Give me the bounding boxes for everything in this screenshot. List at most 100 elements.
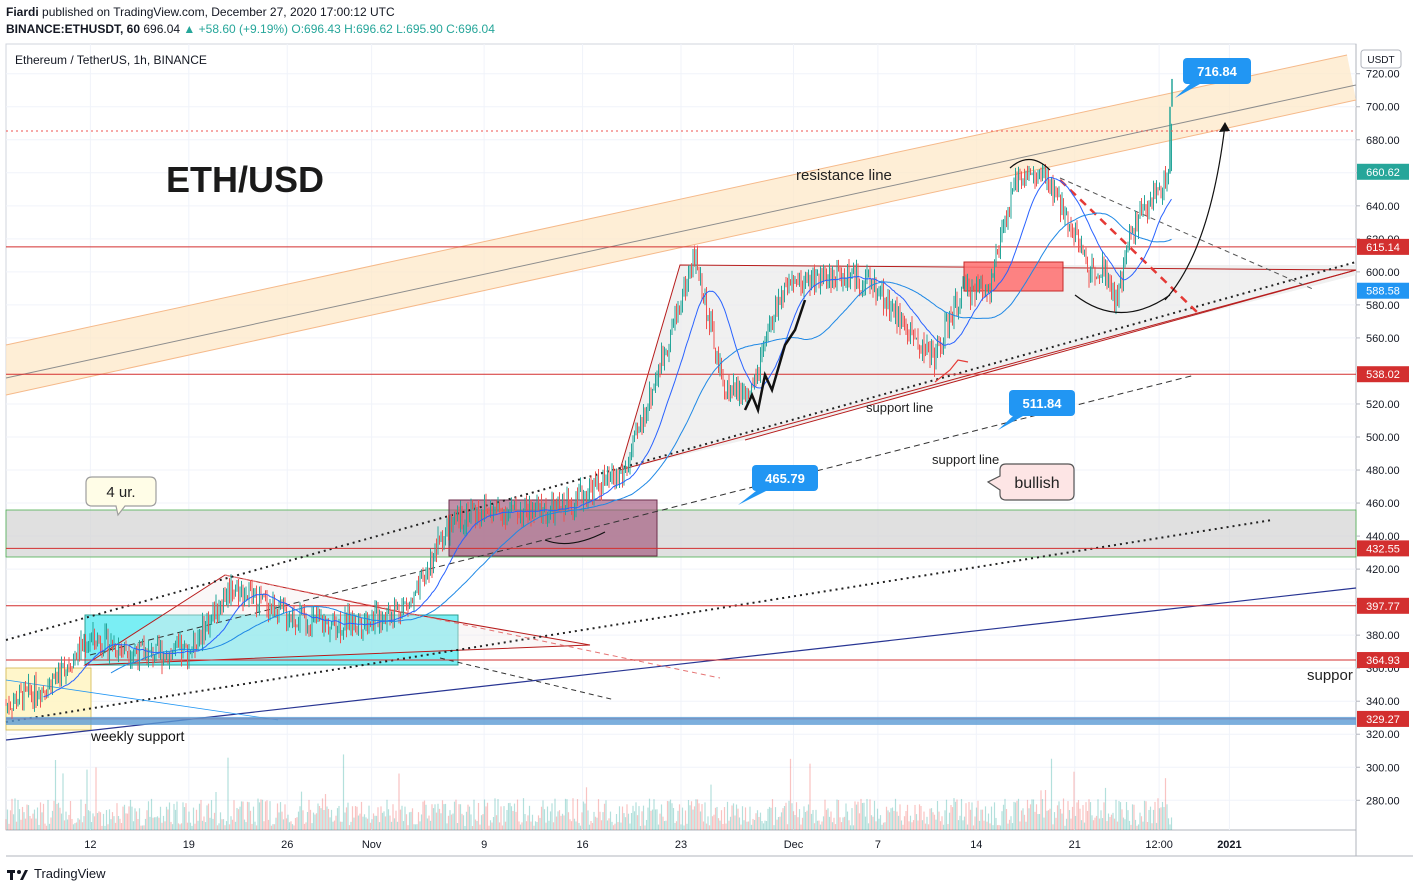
time-tick-label: 19 <box>183 839 195 851</box>
price-tick-label: 340.00 <box>1366 696 1400 708</box>
price-level-tag <box>1357 282 1409 299</box>
price-tick-label: 280.00 <box>1366 795 1400 807</box>
volume-bars <box>5 754 1173 830</box>
arrow-head-icon <box>1219 122 1230 132</box>
support-line-label-1: support line <box>866 400 933 415</box>
time-tick-label: Dec <box>784 839 804 851</box>
price-tick-label: 700.00 <box>1366 102 1400 114</box>
tradingview-logo-icon <box>7 869 28 880</box>
time-tick-label: 14 <box>970 839 982 851</box>
currency-box[interactable] <box>1360 49 1402 69</box>
bullish-label: bullish <box>1014 475 1059 492</box>
time-tick-label: 7 <box>875 839 881 851</box>
time-tick-label: 21 <box>1069 839 1081 851</box>
price-tick-label: 640.00 <box>1366 201 1400 213</box>
chart-title: Ethereum / TetherUS, 1h, BINANCE <box>15 53 207 67</box>
price-tick-label: 460.00 <box>1366 498 1400 510</box>
zigzag-drawing <box>743 299 807 415</box>
price-level-tag-label: 397.77 <box>1366 601 1400 613</box>
time-axis[interactable]: 12 19 26 Nov 9 16 23 Dec 7 14 21 12:00 2021 <box>84 839 1241 851</box>
moving-average-slow <box>110 212 1172 674</box>
price-level-tag <box>1357 540 1409 557</box>
price-level-tag <box>1357 710 1409 727</box>
cup-curve <box>1074 294 1171 313</box>
price-level-tag <box>1357 597 1409 614</box>
publish-info: Fiardi published on TradingView.com, Dec… <box>6 5 395 19</box>
price-callout-716: 716.84 <box>1175 58 1251 98</box>
author-name[interactable]: Fiardi <box>6 5 39 19</box>
price-level-tag <box>1357 163 1409 180</box>
support-line-red <box>744 269 1357 441</box>
dotted-support-lower <box>5 519 1273 723</box>
resistance-line <box>5 84 1357 379</box>
moving-average-fast <box>43 177 1172 698</box>
price-tick-label: 320.00 <box>1366 729 1400 741</box>
price-level-tags: 660.62 615.14 588.58 538.02 432.55 397.77 364.… <box>1357 163 1409 727</box>
price-tick-label: 300.00 <box>1366 762 1400 774</box>
price-level-tag-label: 615.14 <box>1366 242 1400 254</box>
four-ur-callout: 4 ur. <box>85 476 157 517</box>
price-level-tag-label: 588.58 <box>1366 286 1400 298</box>
resistance-channel <box>6 55 1356 395</box>
red-dashed-downtrend <box>1059 179 1201 316</box>
resistance-label: resistance line <box>796 167 892 184</box>
price-level-tag <box>1357 238 1409 255</box>
callout-716-label: 716.84 <box>1197 64 1238 79</box>
triangle-zone <box>620 265 1356 470</box>
price-level-tag <box>1357 366 1409 383</box>
time-tick-label: Nov <box>362 839 382 851</box>
price-tick-label: 440.00 <box>1366 531 1400 543</box>
top-arc <box>1009 158 1051 171</box>
symbol-name[interactable]: BINANCE:ETHUSDT, 60 <box>6 22 141 36</box>
time-tick-label: 26 <box>281 839 293 851</box>
bullish-arrow-curve <box>1164 124 1226 301</box>
price-tick-label: 480.00 <box>1366 465 1400 477</box>
price-tick-label: 600.00 <box>1366 267 1400 279</box>
price-change: +58.60 (+9.19%) <box>198 22 289 36</box>
price-level-tag-label: 329.27 <box>1366 714 1400 726</box>
last-price: 696.04 <box>143 22 181 36</box>
tradingview-footer[interactable]: TradingView <box>6 866 106 881</box>
red-dashed-pennant <box>224 574 721 679</box>
tradingview-brand: TradingView <box>34 866 106 881</box>
red-supply-box <box>963 261 1064 292</box>
price-tick-label: 520.00 <box>1366 399 1400 411</box>
support-line-label-2: support line <box>932 452 999 467</box>
four-ur-label: 4 ur. <box>106 484 135 501</box>
price-tick-label: 580.00 <box>1366 300 1400 312</box>
currency-label: USDT <box>1367 55 1394 66</box>
time-tick-label: 23 <box>675 839 687 851</box>
price-tick-label: 720.00 <box>1366 69 1400 81</box>
red-small-arrow <box>934 359 969 383</box>
price-tick-label: 380.00 <box>1366 630 1400 642</box>
price-callout-465: 465.79 <box>738 465 818 505</box>
resistance-channel-top <box>5 54 1348 346</box>
price-callout-511: 511.84 <box>998 390 1075 430</box>
resistance-channel-bottom <box>5 99 1357 396</box>
time-tick-label: 12 <box>84 839 96 851</box>
price-tick-label: 420.00 <box>1366 564 1400 576</box>
symbol-info: BINANCE:ETHUSDT, 60 696.04 ▲ +58.60 (+9.… <box>6 22 495 36</box>
price-level-tag-label: 432.55 <box>1366 543 1400 555</box>
big-title: ETH/USD <box>166 159 324 200</box>
bullish-callout: bullish <box>986 463 1075 501</box>
publish-text: published on TradingView.com, December 2… <box>42 5 395 19</box>
support-edge-label: suppor <box>1307 667 1353 684</box>
time-tick-label: 16 <box>576 839 588 851</box>
time-tick-label: 2021 <box>1217 839 1241 851</box>
time-tick-label: 12:00 <box>1145 839 1173 851</box>
wedge-top-line <box>1059 177 1316 291</box>
dashed-projection <box>439 657 616 701</box>
weekly-support-label: weekly support <box>90 728 184 744</box>
price-level-tag-label: 660.62 <box>1366 167 1400 179</box>
price-candles <box>5 78 1173 719</box>
time-tick-label: 9 <box>481 839 487 851</box>
long-trend-line <box>5 587 1357 741</box>
up-triangle-icon: ▲ <box>183 22 196 36</box>
pennant-outline <box>83 574 591 666</box>
price-tick-label: 560.00 <box>1366 333 1400 345</box>
purple-box-arc <box>544 531 606 545</box>
price-level-tag-label: 364.93 <box>1366 655 1400 667</box>
price-tick-label: 680.00 <box>1366 135 1400 147</box>
